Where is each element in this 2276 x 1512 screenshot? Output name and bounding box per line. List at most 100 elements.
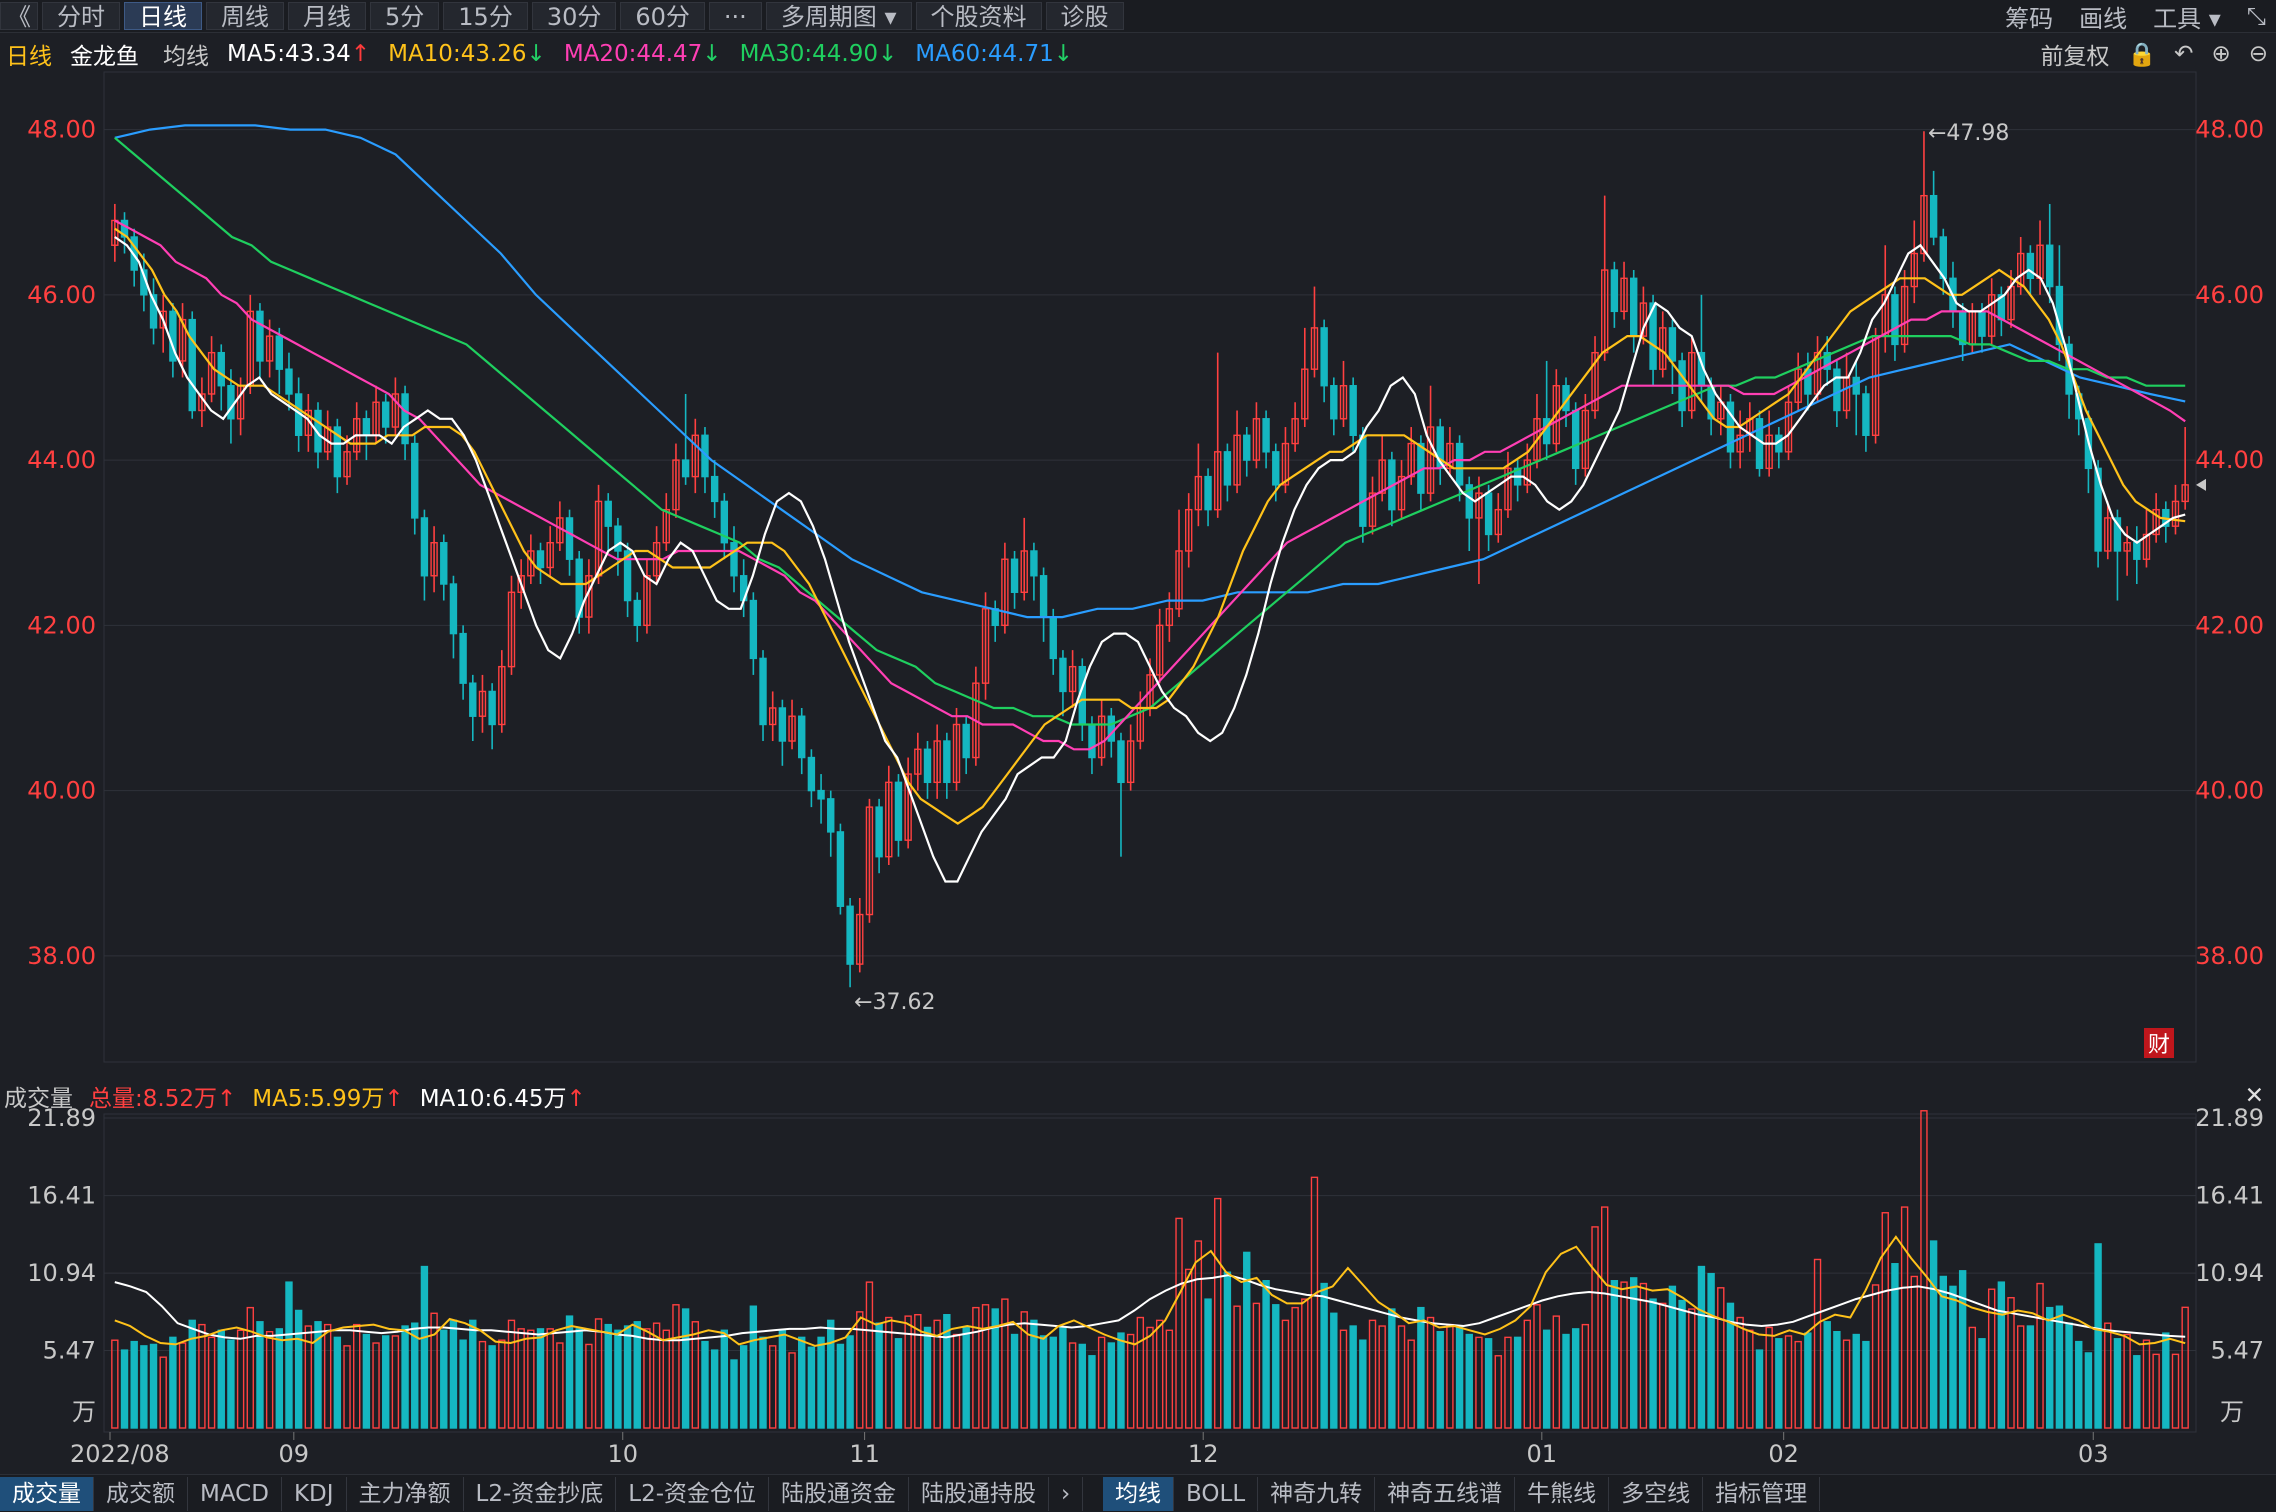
indicator-tabs: 成交量 成交额 MACD KDJ 主力净额 L2-资金抄底 L2-资金仓位 陆股通资金 陆股通持… <box>0 1474 2276 1512</box>
period-button-7[interactable]: 60分 <box>620 2 705 31</box>
indicator-tab-8[interactable]: 陆股通持股 <box>909 1476 1050 1511</box>
candle-body-59 <box>681 459 690 478</box>
period-button-11[interactable]: 诊股 <box>1045 2 1124 31</box>
volume-bar-76 <box>846 1335 854 1429</box>
period-button-4[interactable]: 5分 <box>370 2 440 31</box>
indicator-tab-7[interactable]: 陆股通资金 <box>769 1476 910 1511</box>
candle-188 <box>1929 170 1938 246</box>
volume-close-icon[interactable]: ✕ <box>2244 1083 2264 1109</box>
period-button-0[interactable]: 分时 <box>42 2 120 31</box>
volume-ma5: MA5:5.99万↑ <box>252 1079 403 1113</box>
volume-bar-107 <box>1146 1326 1154 1429</box>
indicator-tab-3[interactable]: KDJ <box>282 1476 347 1511</box>
volume-tick-left-0: 21.89 <box>27 1104 96 1132</box>
candle-body-109 <box>1165 608 1174 627</box>
candle-body-63 <box>720 500 729 544</box>
lock-icon[interactable]: 🔒 <box>2127 41 2157 68</box>
volume-bar-98 <box>1059 1326 1067 1429</box>
candle-64 <box>730 526 738 593</box>
volume-bar-120 <box>1272 1304 1280 1429</box>
toolbar-right-item-2[interactable]: 工具 ▾ <box>2153 4 2221 33</box>
volume-bar-152 <box>1581 1323 1590 1429</box>
candle-41 <box>507 575 516 675</box>
candle-141 <box>1475 476 1483 585</box>
candle-104 <box>1117 732 1125 857</box>
period-button-5[interactable]: 15分 <box>443 2 528 31</box>
overlay-tab-4[interactable]: 牛熊线 <box>1515 1476 1610 1511</box>
toolbar-right-item-3[interactable]: ⤡ <box>2246 2 2266 30</box>
candle-77 <box>856 898 864 973</box>
candle-114 <box>1214 352 1222 518</box>
period-button-3[interactable]: 月线 <box>288 2 366 31</box>
candle-body-52 <box>614 525 622 552</box>
overlay-tab-0[interactable]: 均线 <box>1103 1476 1175 1511</box>
period-button-2[interactable]: 周线 <box>206 2 284 31</box>
volume-bar-31 <box>411 1322 419 1429</box>
volume-bar-100 <box>1078 1343 1086 1429</box>
stock-name: 金龙鱼 <box>70 44 139 70</box>
volume-bar-60 <box>691 1321 700 1429</box>
volume-bar-50 <box>594 1318 603 1429</box>
volume-bar-25 <box>352 1323 361 1429</box>
undo-icon[interactable]: ↶ <box>2174 41 2194 67</box>
zoom-in-icon[interactable]: ⊕ <box>2211 41 2231 67</box>
overlay-tab-3[interactable]: 神奇五线谱 <box>1375 1476 1516 1511</box>
indicator-tab-1[interactable]: 成交额 <box>94 1476 188 1511</box>
indicator-tab-0[interactable]: 成交量 <box>0 1476 94 1511</box>
candle-body-53 <box>623 550 632 602</box>
overlay-tab-1[interactable]: BOLL <box>1174 1476 1259 1511</box>
volume-bar-66 <box>749 1305 758 1429</box>
low-annotation: ←37.62 <box>854 990 935 1015</box>
period-button-10[interactable]: 个股资料 <box>915 2 1042 31</box>
volume-bar-73 <box>817 1336 825 1429</box>
indicator-tab-6[interactable]: L2-资金仓位 <box>616 1476 770 1511</box>
volume-bar-146 <box>1523 1319 1532 1429</box>
volume-bar-153 <box>1591 1226 1599 1429</box>
volume-bar-180 <box>1852 1333 1860 1429</box>
candle-132 <box>1388 451 1396 527</box>
candle-body-213 <box>2171 500 2180 527</box>
volume-bar-56 <box>652 1322 661 1429</box>
volume-bar-129 <box>1359 1339 1367 1429</box>
volume-title: 成交量 <box>4 1086 73 1112</box>
ma-info-bar: 日线 金龙鱼 均线 MA5:43.34↑ MA10:43.26↓ MA20:44.4… <box>0 34 2276 74</box>
volume-ma10-line <box>114 1274 2186 1342</box>
adjust-label[interactable]: 前复权 <box>2040 44 2110 70</box>
period-button-8[interactable]: ··· <box>708 2 762 31</box>
candle-body-76 <box>846 905 854 965</box>
overlay-tab-6[interactable]: 指标管理 <box>1703 1476 1821 1511</box>
candle-body-127 <box>1339 385 1348 420</box>
volume-bar-208 <box>2123 1333 2131 1429</box>
indicator-tab-2[interactable]: MACD <box>188 1476 282 1511</box>
period-button-9[interactable]: 多周期图 ▾ <box>765 2 912 31</box>
back-button[interactable]: 《 <box>0 2 38 31</box>
toolbar-right-item-0[interactable]: 筹码 <box>2005 4 2054 33</box>
volume-bar-175 <box>1804 1332 1812 1429</box>
candle-body-98 <box>1059 657 1067 693</box>
candle-33 <box>430 526 438 593</box>
volume-bar-20 <box>304 1325 313 1429</box>
candle-92 <box>1001 542 1009 634</box>
ma-label[interactable]: 均线 <box>163 44 209 70</box>
ma-value-text-0: MA5:43.34 <box>227 41 351 67</box>
volume-bar-190 <box>1949 1285 1957 1429</box>
volume-bar-17 <box>275 1328 284 1429</box>
kline-chart[interactable]: 48.00 48.00 46.00 46.00 44.00 44.00 42.00 42.00… <box>0 0 2276 1474</box>
overlay-tab-2[interactable]: 神奇九转 <box>1258 1476 1376 1511</box>
tabs-left: 成交量 成交额 MACD KDJ 主力净额 L2-资金抄底 L2-资金仓位 陆股通资金 陆股通持… <box>0 1476 1050 1511</box>
indicator-tab-5[interactable]: L2-资金抄底 <box>464 1476 617 1511</box>
tabs-more-arrow[interactable]: › <box>1049 1476 1084 1511</box>
volume-bar-86 <box>943 1314 951 1429</box>
candle-body-97 <box>1049 616 1057 660</box>
candle-body-122 <box>1291 418 1299 445</box>
toolbar-right-item-1[interactable]: 画线 <box>2079 4 2128 33</box>
volume-bar-104 <box>1117 1332 1125 1429</box>
period-button-6[interactable]: 30分 <box>531 2 617 31</box>
candle-145 <box>1513 460 1522 502</box>
candle-body-87 <box>952 723 961 784</box>
candle-117 <box>1243 427 1251 477</box>
period-button-1[interactable]: 日线 <box>124 2 202 31</box>
indicator-tab-4[interactable]: 主力净额 <box>347 1476 464 1511</box>
overlay-tab-5[interactable]: 多空线 <box>1609 1476 1704 1511</box>
zoom-out-icon[interactable]: ⊖ <box>2248 41 2268 67</box>
